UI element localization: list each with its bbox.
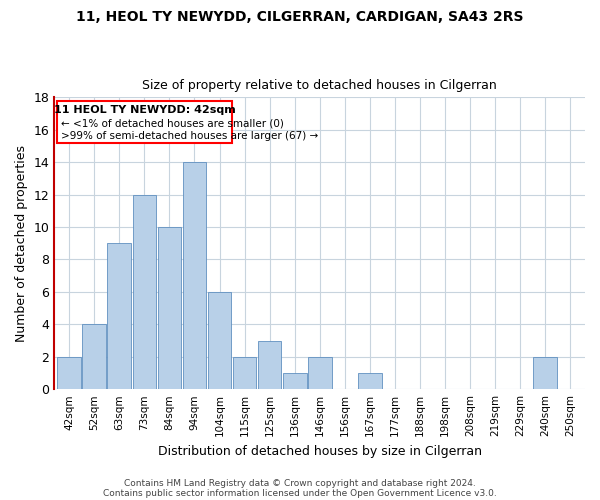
Bar xyxy=(283,373,307,389)
Bar xyxy=(358,373,382,389)
Bar xyxy=(233,357,256,389)
Text: 11, HEOL TY NEWYDD, CILGERRAN, CARDIGAN, SA43 2RS: 11, HEOL TY NEWYDD, CILGERRAN, CARDIGAN,… xyxy=(76,10,524,24)
Bar xyxy=(533,357,557,389)
Bar xyxy=(58,357,81,389)
Bar xyxy=(257,340,281,389)
Text: ← <1% of detached houses are smaller (0): ← <1% of detached houses are smaller (0) xyxy=(61,118,283,128)
FancyBboxPatch shape xyxy=(57,100,232,142)
Bar xyxy=(82,324,106,389)
Y-axis label: Number of detached properties: Number of detached properties xyxy=(15,145,28,342)
Bar xyxy=(308,357,332,389)
Text: >99% of semi-detached houses are larger (67) →: >99% of semi-detached houses are larger … xyxy=(61,132,318,141)
Bar xyxy=(158,227,181,389)
Bar xyxy=(208,292,232,389)
X-axis label: Distribution of detached houses by size in Cilgerran: Distribution of detached houses by size … xyxy=(158,444,482,458)
Title: Size of property relative to detached houses in Cilgerran: Size of property relative to detached ho… xyxy=(142,79,497,92)
Bar xyxy=(133,194,157,389)
Text: 11 HEOL TY NEWYDD: 42sqm: 11 HEOL TY NEWYDD: 42sqm xyxy=(53,106,235,116)
Bar xyxy=(182,162,206,389)
Text: Contains HM Land Registry data © Crown copyright and database right 2024.: Contains HM Land Registry data © Crown c… xyxy=(124,478,476,488)
Bar xyxy=(107,244,131,389)
Text: Contains public sector information licensed under the Open Government Licence v3: Contains public sector information licen… xyxy=(103,488,497,498)
